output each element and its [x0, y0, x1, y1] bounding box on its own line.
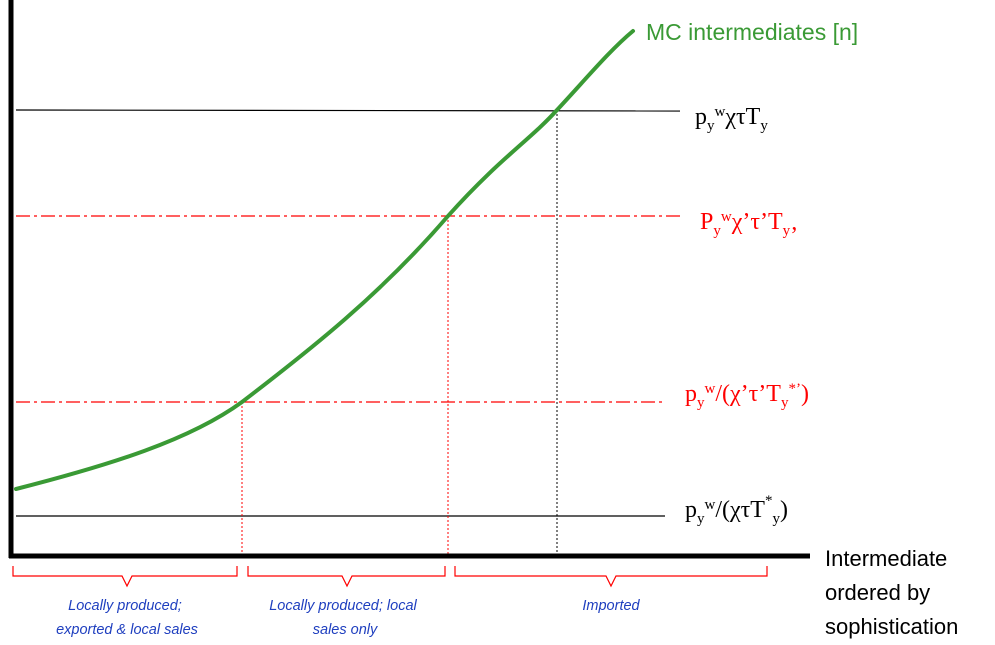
- level-label-bottom: pyw/(χτT*y): [685, 493, 788, 527]
- brace-region-1: [12, 566, 238, 588]
- level-label-top: pywχτTy: [695, 104, 768, 134]
- brace-region-3: [454, 566, 768, 588]
- x-axis-label: Intermediate ordered by sophistication: [825, 546, 958, 639]
- level-label-upper-red: Pywχ’τ’Ty’: [700, 209, 798, 249]
- level-label-lower-red: pyw/(χ’τ’Ty*’): [685, 381, 809, 411]
- mc-curve: [14, 29, 635, 491]
- region-label-2: Locally produced; local sales only: [269, 598, 421, 638]
- brace-region-2: [247, 566, 446, 588]
- curve-label: MC intermediates [n]: [646, 19, 858, 45]
- region-label-3: Imported: [582, 598, 640, 614]
- region-label-1: Locally produced; exported & local sales: [56, 598, 198, 638]
- level-line-top-black: [15, 109, 681, 112]
